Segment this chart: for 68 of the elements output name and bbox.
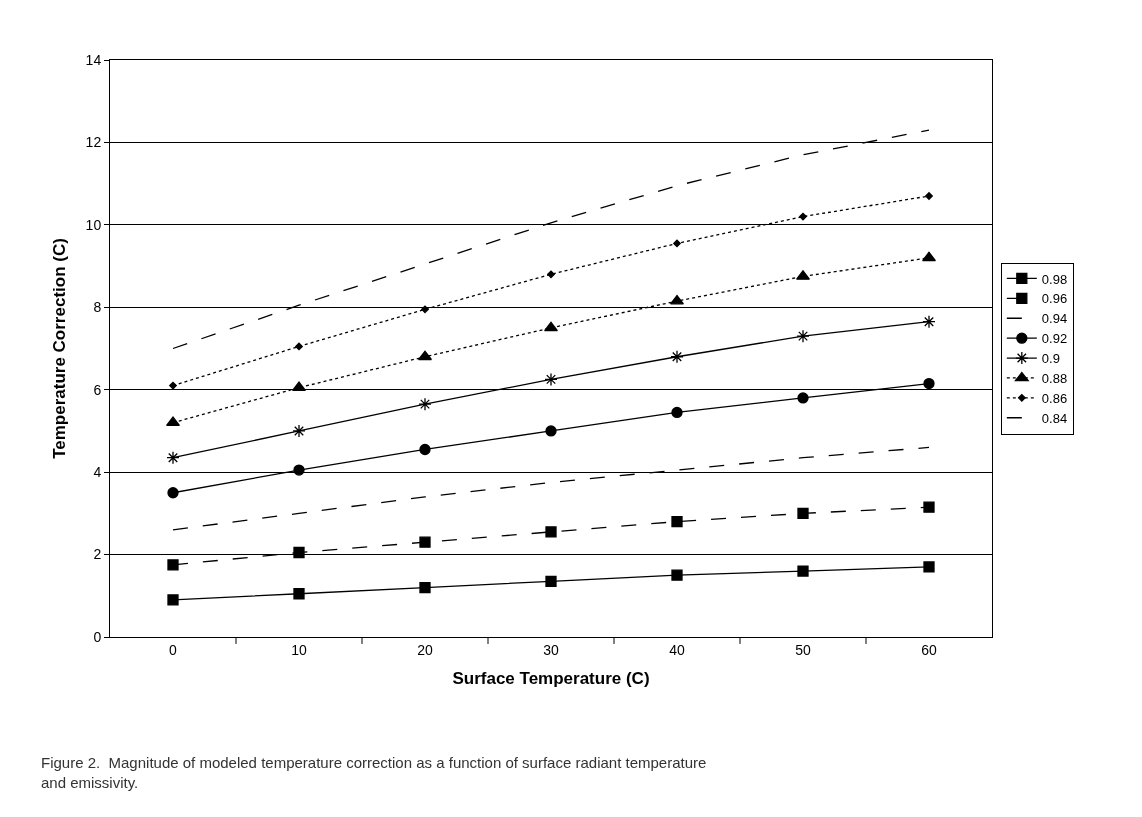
point bbox=[167, 594, 179, 606]
point bbox=[419, 443, 431, 456]
y-axis-title: Temperature Correction (C) bbox=[50, 238, 70, 459]
point bbox=[293, 546, 305, 559]
legend-label: 0.88 bbox=[1041, 371, 1068, 387]
point bbox=[419, 536, 431, 548]
point bbox=[797, 565, 809, 577]
point bbox=[545, 425, 557, 437]
point bbox=[545, 575, 557, 588]
point bbox=[419, 581, 431, 594]
point bbox=[796, 329, 810, 343]
legend-label: 0.94 bbox=[1041, 311, 1068, 327]
point bbox=[166, 416, 180, 427]
y-tick-label: 4 bbox=[93, 464, 102, 481]
point bbox=[923, 377, 935, 390]
point bbox=[922, 251, 936, 262]
legend-label: 0.86 bbox=[1041, 390, 1068, 406]
point bbox=[292, 381, 306, 392]
point bbox=[670, 350, 684, 364]
point bbox=[796, 270, 810, 280]
y-tick-label: 2 bbox=[93, 546, 102, 563]
legend-label: 0.84 bbox=[1041, 410, 1068, 426]
legend-label: 0.9 bbox=[1041, 351, 1060, 367]
y-tick-label: 0 bbox=[93, 628, 102, 645]
point bbox=[167, 487, 179, 499]
point bbox=[923, 501, 935, 513]
y-tick-label: 8 bbox=[93, 299, 102, 316]
point bbox=[922, 315, 936, 329]
point bbox=[797, 392, 809, 404]
legend-label: 0.96 bbox=[1041, 291, 1068, 307]
point bbox=[544, 372, 558, 387]
point bbox=[671, 569, 683, 581]
x-tick-label: 30 bbox=[543, 641, 559, 658]
y-tick-label: 14 bbox=[85, 51, 102, 68]
y-tick-label: 10 bbox=[85, 216, 102, 233]
point bbox=[293, 464, 305, 476]
legend-label: 0.92 bbox=[1041, 331, 1068, 347]
point bbox=[547, 270, 555, 279]
point bbox=[421, 305, 429, 314]
point bbox=[544, 321, 558, 332]
point bbox=[671, 515, 683, 528]
point bbox=[673, 239, 681, 248]
point bbox=[545, 526, 557, 538]
point bbox=[797, 507, 809, 520]
x-axis-title: Surface Temperature (C) bbox=[452, 669, 650, 689]
point bbox=[925, 192, 933, 200]
point bbox=[167, 559, 179, 571]
point bbox=[292, 424, 306, 438]
point bbox=[418, 350, 432, 361]
y-tick-label: 6 bbox=[93, 381, 102, 398]
point bbox=[295, 342, 303, 351]
x-tick-label: 60 bbox=[921, 641, 937, 658]
point bbox=[293, 588, 305, 600]
point bbox=[671, 406, 683, 419]
legend-label: 0.98 bbox=[1041, 271, 1068, 287]
x-tick-label: 20 bbox=[417, 641, 433, 658]
y-tick-label: 12 bbox=[85, 134, 102, 151]
x-tick-label: 40 bbox=[669, 641, 685, 658]
point bbox=[670, 294, 684, 305]
point bbox=[799, 212, 807, 221]
x-tick-label: 50 bbox=[795, 641, 811, 658]
point bbox=[923, 561, 935, 573]
point bbox=[169, 381, 177, 390]
caption: Figure 2. Magnitude of modeled temperature correction as a function of surface radiant temperature and emissivity. bbox=[41, 754, 707, 791]
x-tick-label: 10 bbox=[291, 641, 307, 658]
point bbox=[166, 451, 180, 465]
point bbox=[418, 397, 432, 411]
x-tick-label: 0 bbox=[169, 641, 178, 658]
